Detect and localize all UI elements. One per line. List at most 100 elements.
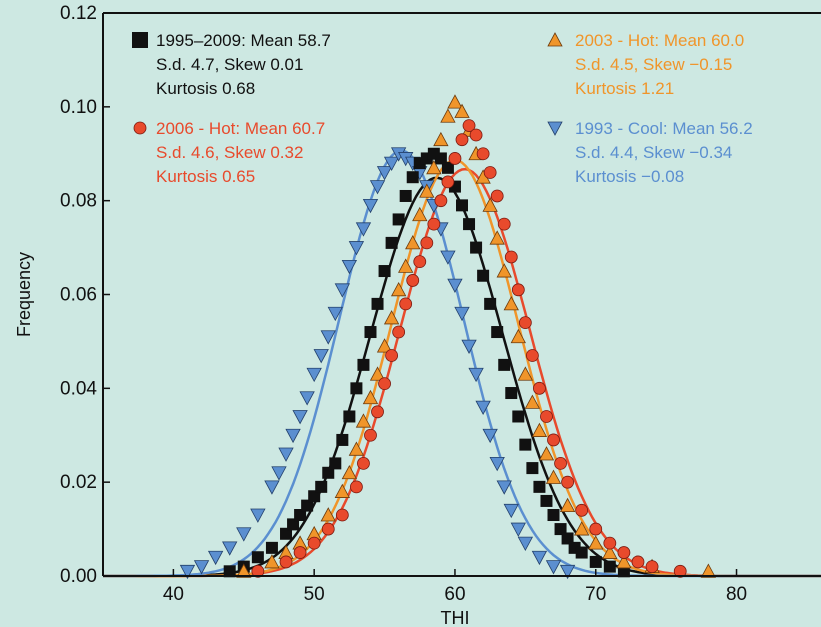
data-point: [390, 281, 407, 297]
data-point: [355, 222, 372, 237]
data-point: [517, 366, 534, 381]
data-point: [399, 297, 413, 311]
data-point: [559, 564, 576, 580]
data-point: [483, 166, 497, 179]
data-point: [341, 464, 358, 480]
data-point: [448, 152, 462, 165]
data-point: [378, 377, 391, 391]
data-point: [364, 326, 377, 339]
data-point: [491, 326, 504, 339]
data-point: [441, 175, 455, 189]
data-point: [271, 466, 287, 481]
data-point: [336, 433, 349, 446]
data-point: [207, 550, 224, 566]
data-point: [355, 413, 372, 428]
data-point: [236, 527, 252, 542]
data-point: [525, 349, 539, 362]
data-point: [441, 161, 454, 174]
legend-text: Kurtosis −0.08: [575, 167, 684, 186]
data-point: [385, 236, 398, 249]
data-point: [573, 521, 590, 536]
data-point: [531, 550, 548, 566]
x-tick-label: 80: [726, 584, 747, 605]
data-point: [533, 480, 546, 493]
data-point: [489, 230, 505, 245]
data-point: [526, 462, 539, 475]
data-point: [285, 428, 301, 444]
data-point: [371, 405, 384, 419]
data-point: [602, 544, 618, 559]
data-point: [462, 119, 476, 132]
legend-text: S.d. 4.4, Skew −0.34: [575, 143, 732, 162]
data-point: [455, 133, 469, 147]
data-point: [461, 339, 477, 354]
data-point: [357, 456, 370, 470]
data-point: [524, 394, 541, 409]
data-point: [251, 551, 264, 564]
data-point: [531, 422, 548, 437]
data-point: [250, 508, 266, 523]
data-point: [265, 541, 278, 554]
data-point: [193, 560, 210, 575]
data-point: [378, 265, 391, 278]
data-point: [383, 310, 400, 325]
data-point: [362, 389, 379, 405]
data-point: [616, 554, 632, 569]
data-point: [350, 382, 363, 395]
y-tick-label: 0.04: [60, 378, 97, 399]
data-point: [357, 358, 370, 371]
data-point: [222, 541, 238, 556]
data-point: [399, 189, 412, 202]
data-point: [301, 499, 314, 512]
data-point: [588, 535, 604, 550]
data-point: [385, 349, 399, 362]
data-point: [561, 475, 574, 489]
data-point: [617, 546, 631, 559]
data-point: [484, 297, 497, 310]
data-point: [264, 554, 280, 569]
data-point: [554, 523, 567, 536]
data-point: [406, 274, 420, 287]
data-point: [350, 480, 363, 494]
legend-text: Kurtosis 0.68: [156, 79, 255, 98]
data-point: [440, 108, 456, 123]
data-point: [497, 217, 511, 231]
data-point: [498, 358, 511, 371]
data-point: [469, 128, 483, 142]
data-point: [413, 255, 427, 269]
data-point: [511, 283, 525, 297]
legend-text: Kurtosis 0.65: [156, 167, 255, 186]
data-point: [454, 103, 470, 118]
y-tick-label: 0.10: [60, 97, 97, 118]
markers: [179, 94, 717, 580]
data-point: [307, 536, 321, 550]
y-tick-label: 0.06: [60, 285, 97, 306]
data-point: [440, 250, 456, 265]
legend-entry: 2006 - Hot: Mean 60.7 S.d. 4.6, Skew 0.32…: [133, 119, 325, 186]
legend-marker: [547, 32, 563, 47]
data-point: [631, 555, 645, 569]
x-tick-label: 50: [304, 584, 325, 605]
data-point: [278, 447, 294, 462]
y-axis-title: Frequency: [14, 252, 34, 337]
legend-text: S.d. 4.6, Skew 0.32: [156, 143, 303, 162]
data-point: [554, 456, 567, 470]
legend-entry: 1993 - Cool: Mean 56.2 S.d. 4.4, Skew −0.…: [547, 119, 753, 186]
y-tick-label: 0.02: [60, 472, 97, 493]
data-point: [392, 213, 405, 226]
data-point: [308, 490, 321, 503]
legend-text: Kurtosis 1.21: [575, 79, 674, 98]
data-point: [329, 457, 342, 470]
data-point: [603, 536, 617, 550]
y-tick-label: 0.08: [60, 191, 97, 212]
legend-entry: 1995–2009: Mean 58.7 S.d. 4.7, Skew 0.01 K…: [132, 31, 331, 98]
data-point: [475, 400, 491, 415]
data-point: [335, 508, 349, 522]
data-point: [447, 94, 463, 109]
legend-entry: 2003 - Hot: Mean 60.0 S.d. 4.5, Skew −0.1…: [547, 31, 744, 98]
data-point: [369, 366, 386, 381]
data-point: [341, 259, 358, 275]
data-point: [545, 560, 562, 575]
legend-text: 1993 - Cool: Mean 56.2: [575, 119, 753, 138]
legend-text: S.d. 4.5, Skew −0.15: [575, 55, 732, 74]
